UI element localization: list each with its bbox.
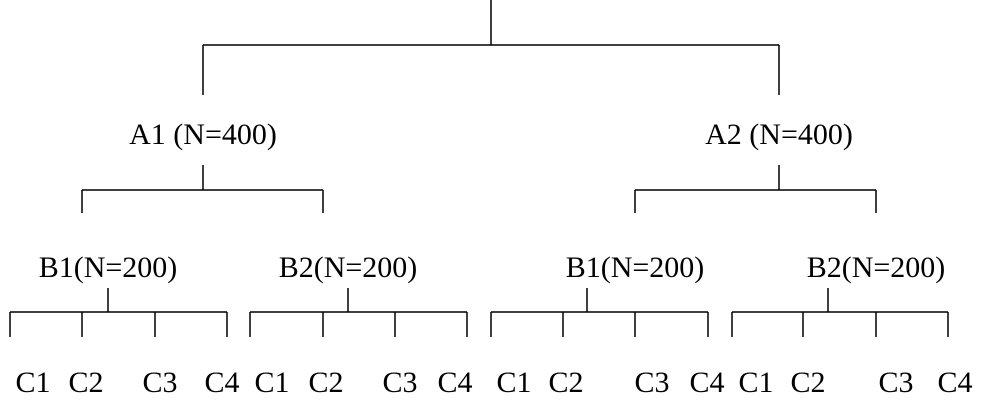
leaf-label: C2: [68, 366, 103, 399]
leaf-label: C4: [689, 366, 724, 399]
leaf-label: C2: [308, 366, 343, 399]
leaf-label: C3: [634, 366, 669, 399]
leaf-label: C3: [382, 366, 417, 399]
subgroup-label: B1(N=200): [39, 251, 178, 284]
leaf-label: C3: [142, 366, 177, 399]
leaf-label: C1: [738, 366, 773, 399]
leaf-label: C2: [790, 366, 825, 399]
leaf-label: C3: [878, 366, 913, 399]
subgroup-label: B2(N=200): [279, 251, 418, 284]
leaf-label: C1: [254, 366, 289, 399]
group-label: A2 (N=400): [705, 118, 853, 151]
subgroup-label: B2(N=200): [807, 251, 946, 284]
leaf-label: C2: [548, 366, 583, 399]
leaf-label: C4: [937, 366, 972, 399]
leaf-label: C4: [204, 366, 239, 399]
connectors: [202, 0, 780, 95]
group-label: A1 (N=400): [129, 118, 277, 151]
leaf-label: C4: [437, 366, 472, 399]
leaf-label: C1: [496, 366, 531, 399]
subgroup-label: B1(N=200): [566, 251, 705, 284]
leaf-label: C1: [15, 366, 50, 399]
